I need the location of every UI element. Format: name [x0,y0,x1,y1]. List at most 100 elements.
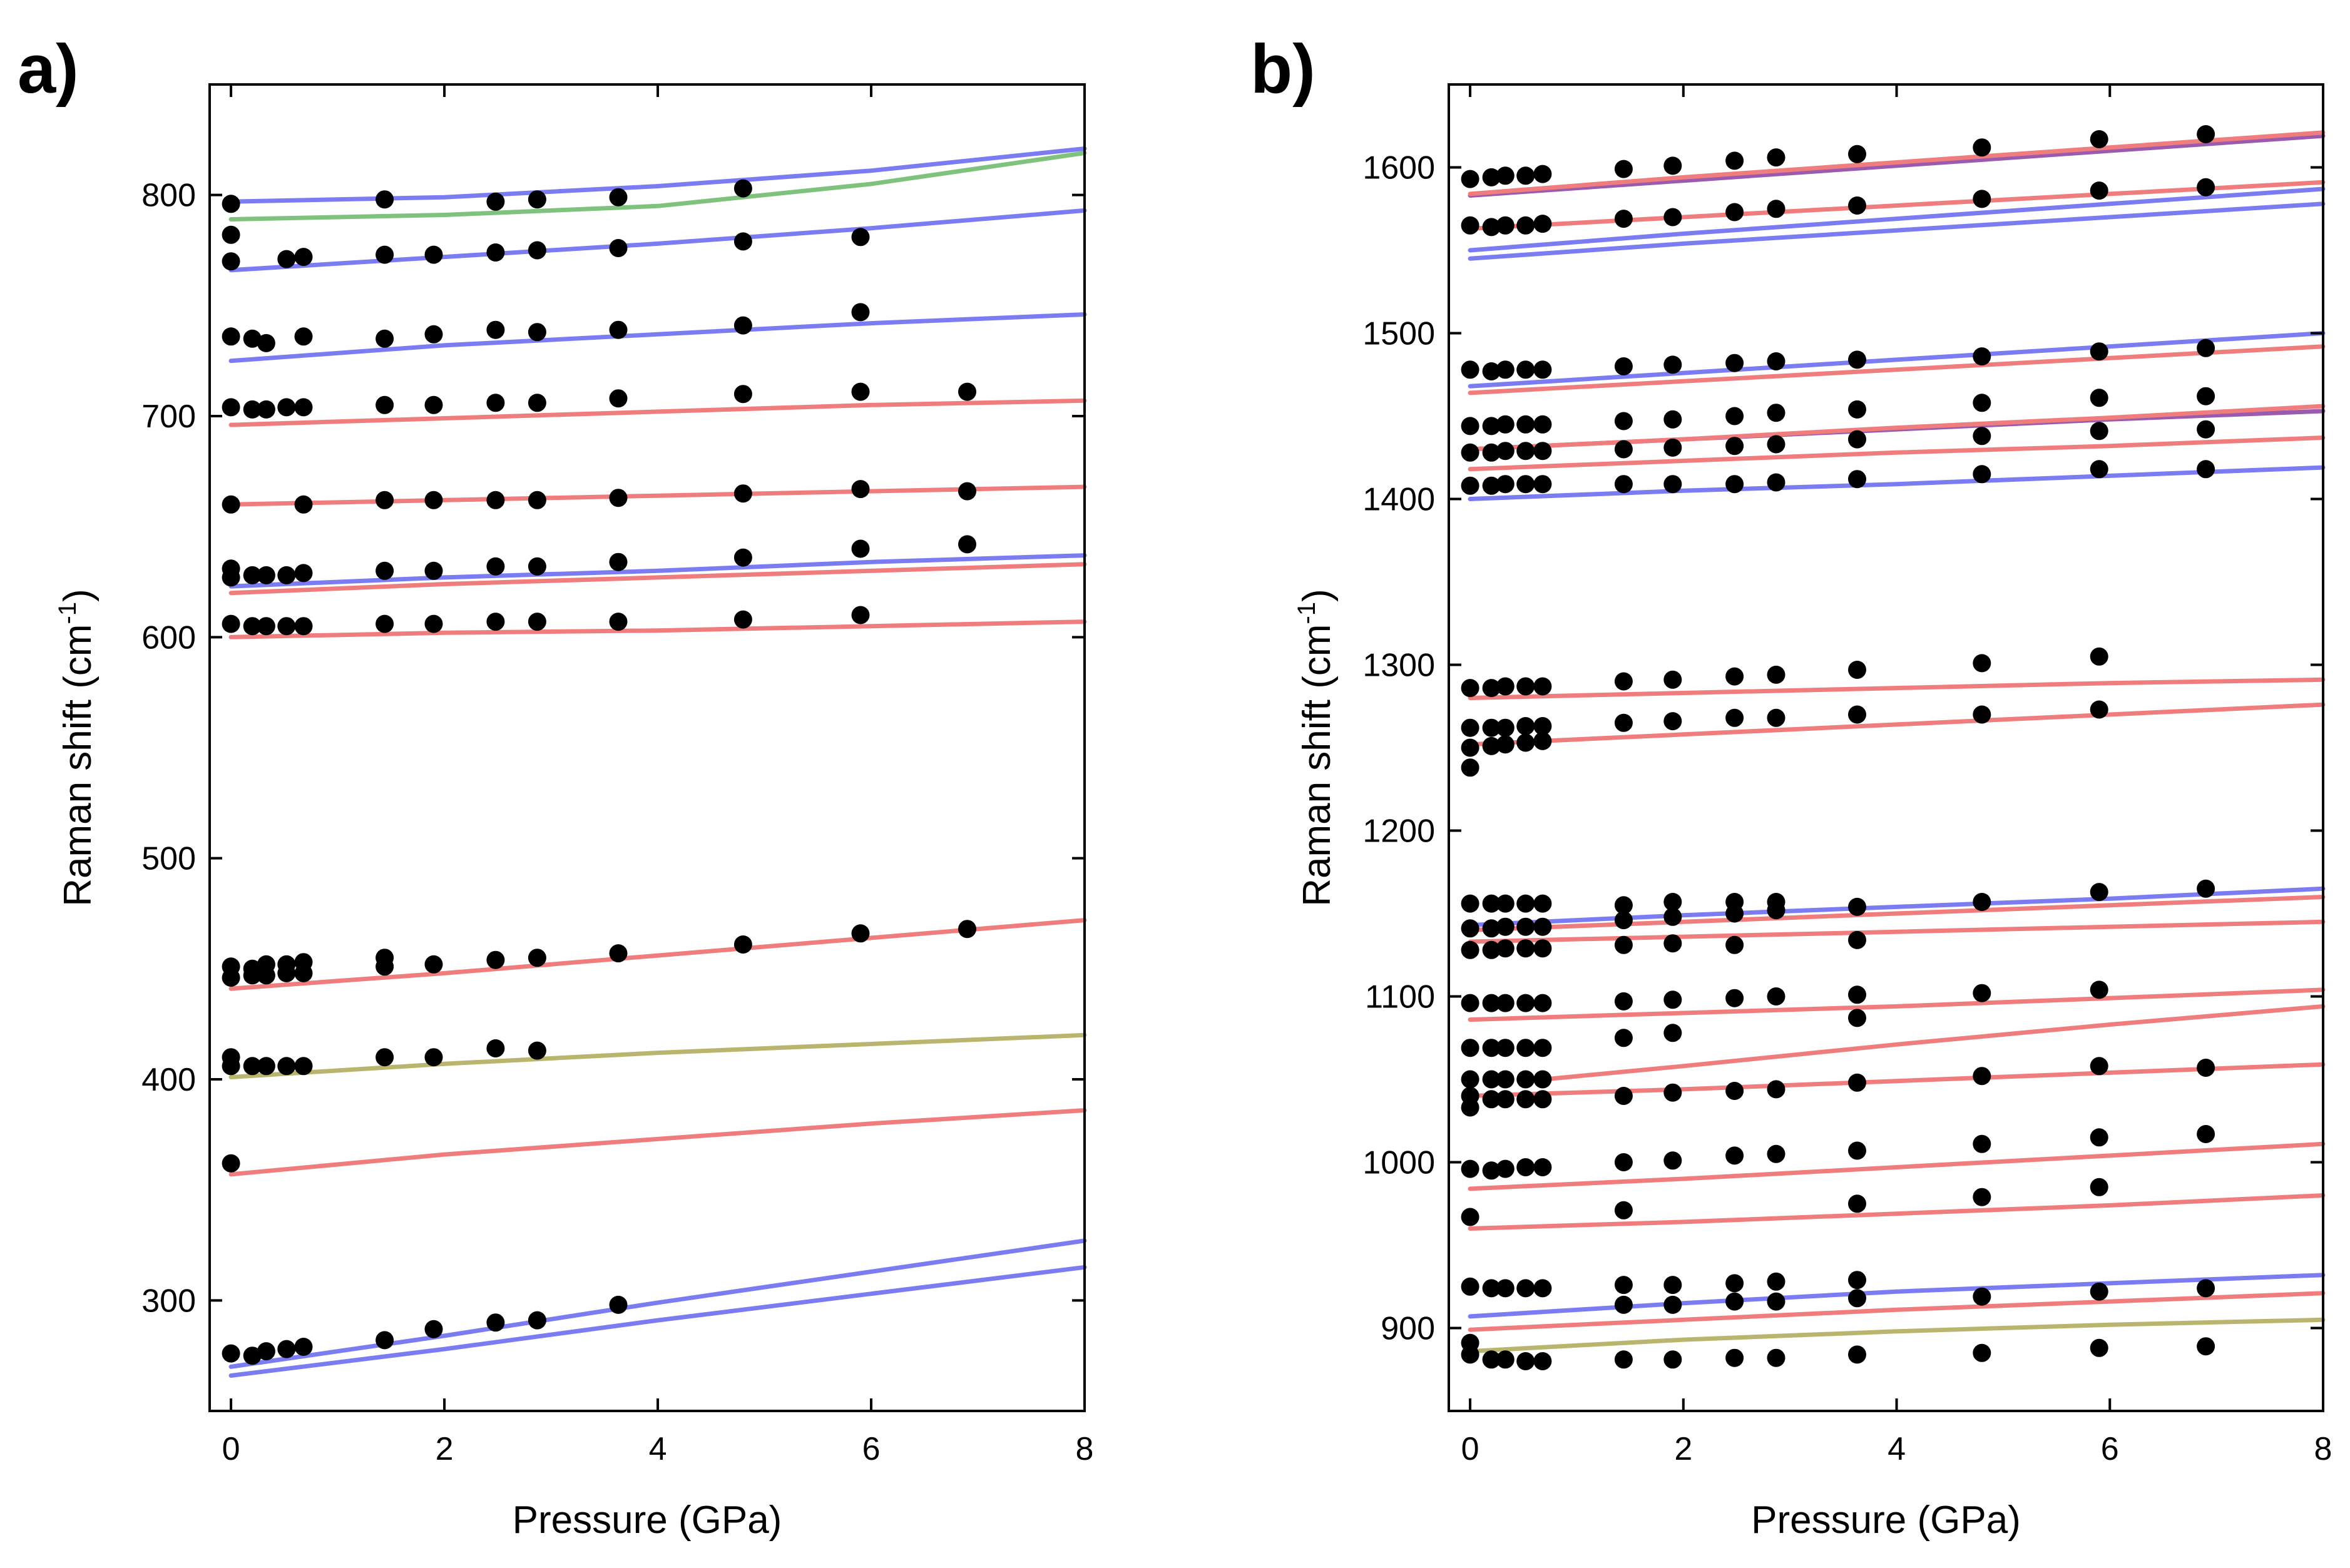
panel-b-data-point [1533,442,1552,461]
panel-b-data-point [1496,677,1515,696]
panel-b-data-point [1725,1292,1744,1311]
panel-b-data-point [1533,717,1552,735]
panel-b-data-point [1482,1350,1501,1369]
panel-b-data-point [1973,347,1991,366]
panel-b-curve-red [1468,130,2326,196]
panel-a-data-point [609,1295,628,1314]
panel-a-data-point [222,614,240,633]
panel-b-data-point [1663,1151,1682,1170]
panel-a-curves [228,146,1087,1378]
panel-b-data-point [1614,412,1633,430]
panel-b-data-point [2197,420,2215,439]
panel-b-data-point [1725,437,1744,456]
panel-b-data-point [1461,1159,1479,1178]
panel-b-data-point [1848,1289,1866,1308]
panel-a-data-point [375,329,394,348]
panel-a-data-point [609,320,628,339]
panel-b-data-point [1533,731,1552,750]
panel-b-y-tick-label: 1100 [1365,979,1435,1016]
panel-b-data-point [1516,442,1535,461]
panel-b-data-point [1767,665,1785,684]
panel-a-label: a) [18,31,79,108]
panel-b-data-point [1848,430,1866,449]
panel-b-plot-frame [1448,83,2324,1412]
panel-b-data-point [2090,422,2108,440]
panel-b-data-point [1663,712,1682,731]
panel-b-curve-red [1468,344,2326,395]
panel-a-y-tick-label: 400 [141,1062,196,1098]
panel-b-data-point [1725,989,1744,1007]
panel-b-data-point [1461,994,1479,1012]
panel-a-data-point [609,944,628,963]
panel-b-data-point [1461,738,1479,757]
panel-b-data-point [1496,360,1515,379]
panel-a-data-point [609,188,628,206]
panel-b-curve-red [1468,702,2326,747]
panel-b-data-point [1482,168,1501,186]
panel-b-data-point [1848,985,1866,1004]
panel-a-y-axis-title: Raman shift (cm-1) [54,589,100,907]
panel-b-data-point [1614,1295,1633,1314]
panel-a-data-point [958,382,976,401]
panel-b-data-point [1848,661,1866,679]
panel-b-data-point [1848,1009,1866,1027]
panel-b-data-point [1516,216,1535,235]
panel-b-data-point [1482,1070,1501,1089]
panel-b-curve-blue [1468,465,2326,501]
panel-b-data-point [1663,355,1682,374]
panel-b-curve-red [1468,1062,2326,1098]
panel-b-data-point [2197,1125,2215,1143]
panel-b-data-point [2090,700,2108,719]
panel-b-data-point [1725,407,1744,425]
panel-b-data-point [1614,713,1633,732]
panel-a-y-tick-label: 300 [141,1283,196,1319]
panel-b-data-point [2090,389,2108,407]
panel-a-data-point [375,957,394,976]
panel-b-data-point [2090,460,2108,479]
panel-a-data-point [277,964,296,982]
panel-b-data-point [1725,1274,1744,1293]
panel-b-data-point [1767,1348,1785,1367]
panel-b-data-point [2197,1059,2215,1077]
panel-a-data-point [375,190,394,209]
panel-a-data-point [375,395,394,414]
panel-a-data-point [851,924,870,943]
panel-a-data-point [222,1057,240,1076]
panel-b-curve-blue [1468,201,2326,261]
panel-b-data-point [1533,1352,1552,1370]
panel-a-data-point [486,243,505,262]
panel-a-curve-red [228,398,1087,427]
panel-b-data-point [1496,216,1515,235]
panel-b-y-tick-label: 1300 [1362,648,1435,684]
panel-a-data-point [222,327,240,346]
panel-a-data-point [851,228,870,247]
panel-b-data-point [1516,917,1535,936]
panel-b-data-point [1516,994,1535,1012]
panel-b-data-point [2197,1337,2215,1356]
panel-a-data-point [243,966,262,985]
panel-a-data-point [958,482,976,501]
panel-b-data-point [1767,901,1785,920]
panel-b-data-point [1663,934,1682,953]
panel-a-data-point [528,190,546,209]
panel-b-y-tick-label: 1500 [1362,316,1435,352]
panel-a-curve-olive [228,1032,1087,1079]
panel-b-data-point [1461,758,1479,777]
panel-a-data-point [243,329,262,348]
panel-a-data-point [257,1342,275,1361]
panel-b-data-point [1973,893,1991,911]
panel-b-data-point [1767,352,1785,370]
panel-b-data-point [1533,360,1552,379]
panel-a: a) 0 2 4 6 8 300 400 500 600 700 800 Pressure (GPa… [18,31,1093,1542]
panel-b-data-point [1461,1070,1479,1089]
panel-a-data-point [222,969,240,987]
panel-b-data-point [1496,475,1515,494]
panel-a-data-point [222,1154,240,1173]
panel-a-y-title-close: ) [56,589,100,602]
panel-a-curve-blue [228,1265,1087,1378]
panel-b-x-tick-label: 8 [2314,1431,2332,1467]
panel-b-ticks: 0 2 4 6 8 900 1000 1100 1200 1300 1400 1500 1600 [1362,84,2332,1467]
panel-a-ticks: 0 2 4 6 8 300 400 500 600 700 800 [141,84,1093,1467]
panel-a-data-point [733,385,752,404]
panel-a-data-point [486,1039,505,1057]
